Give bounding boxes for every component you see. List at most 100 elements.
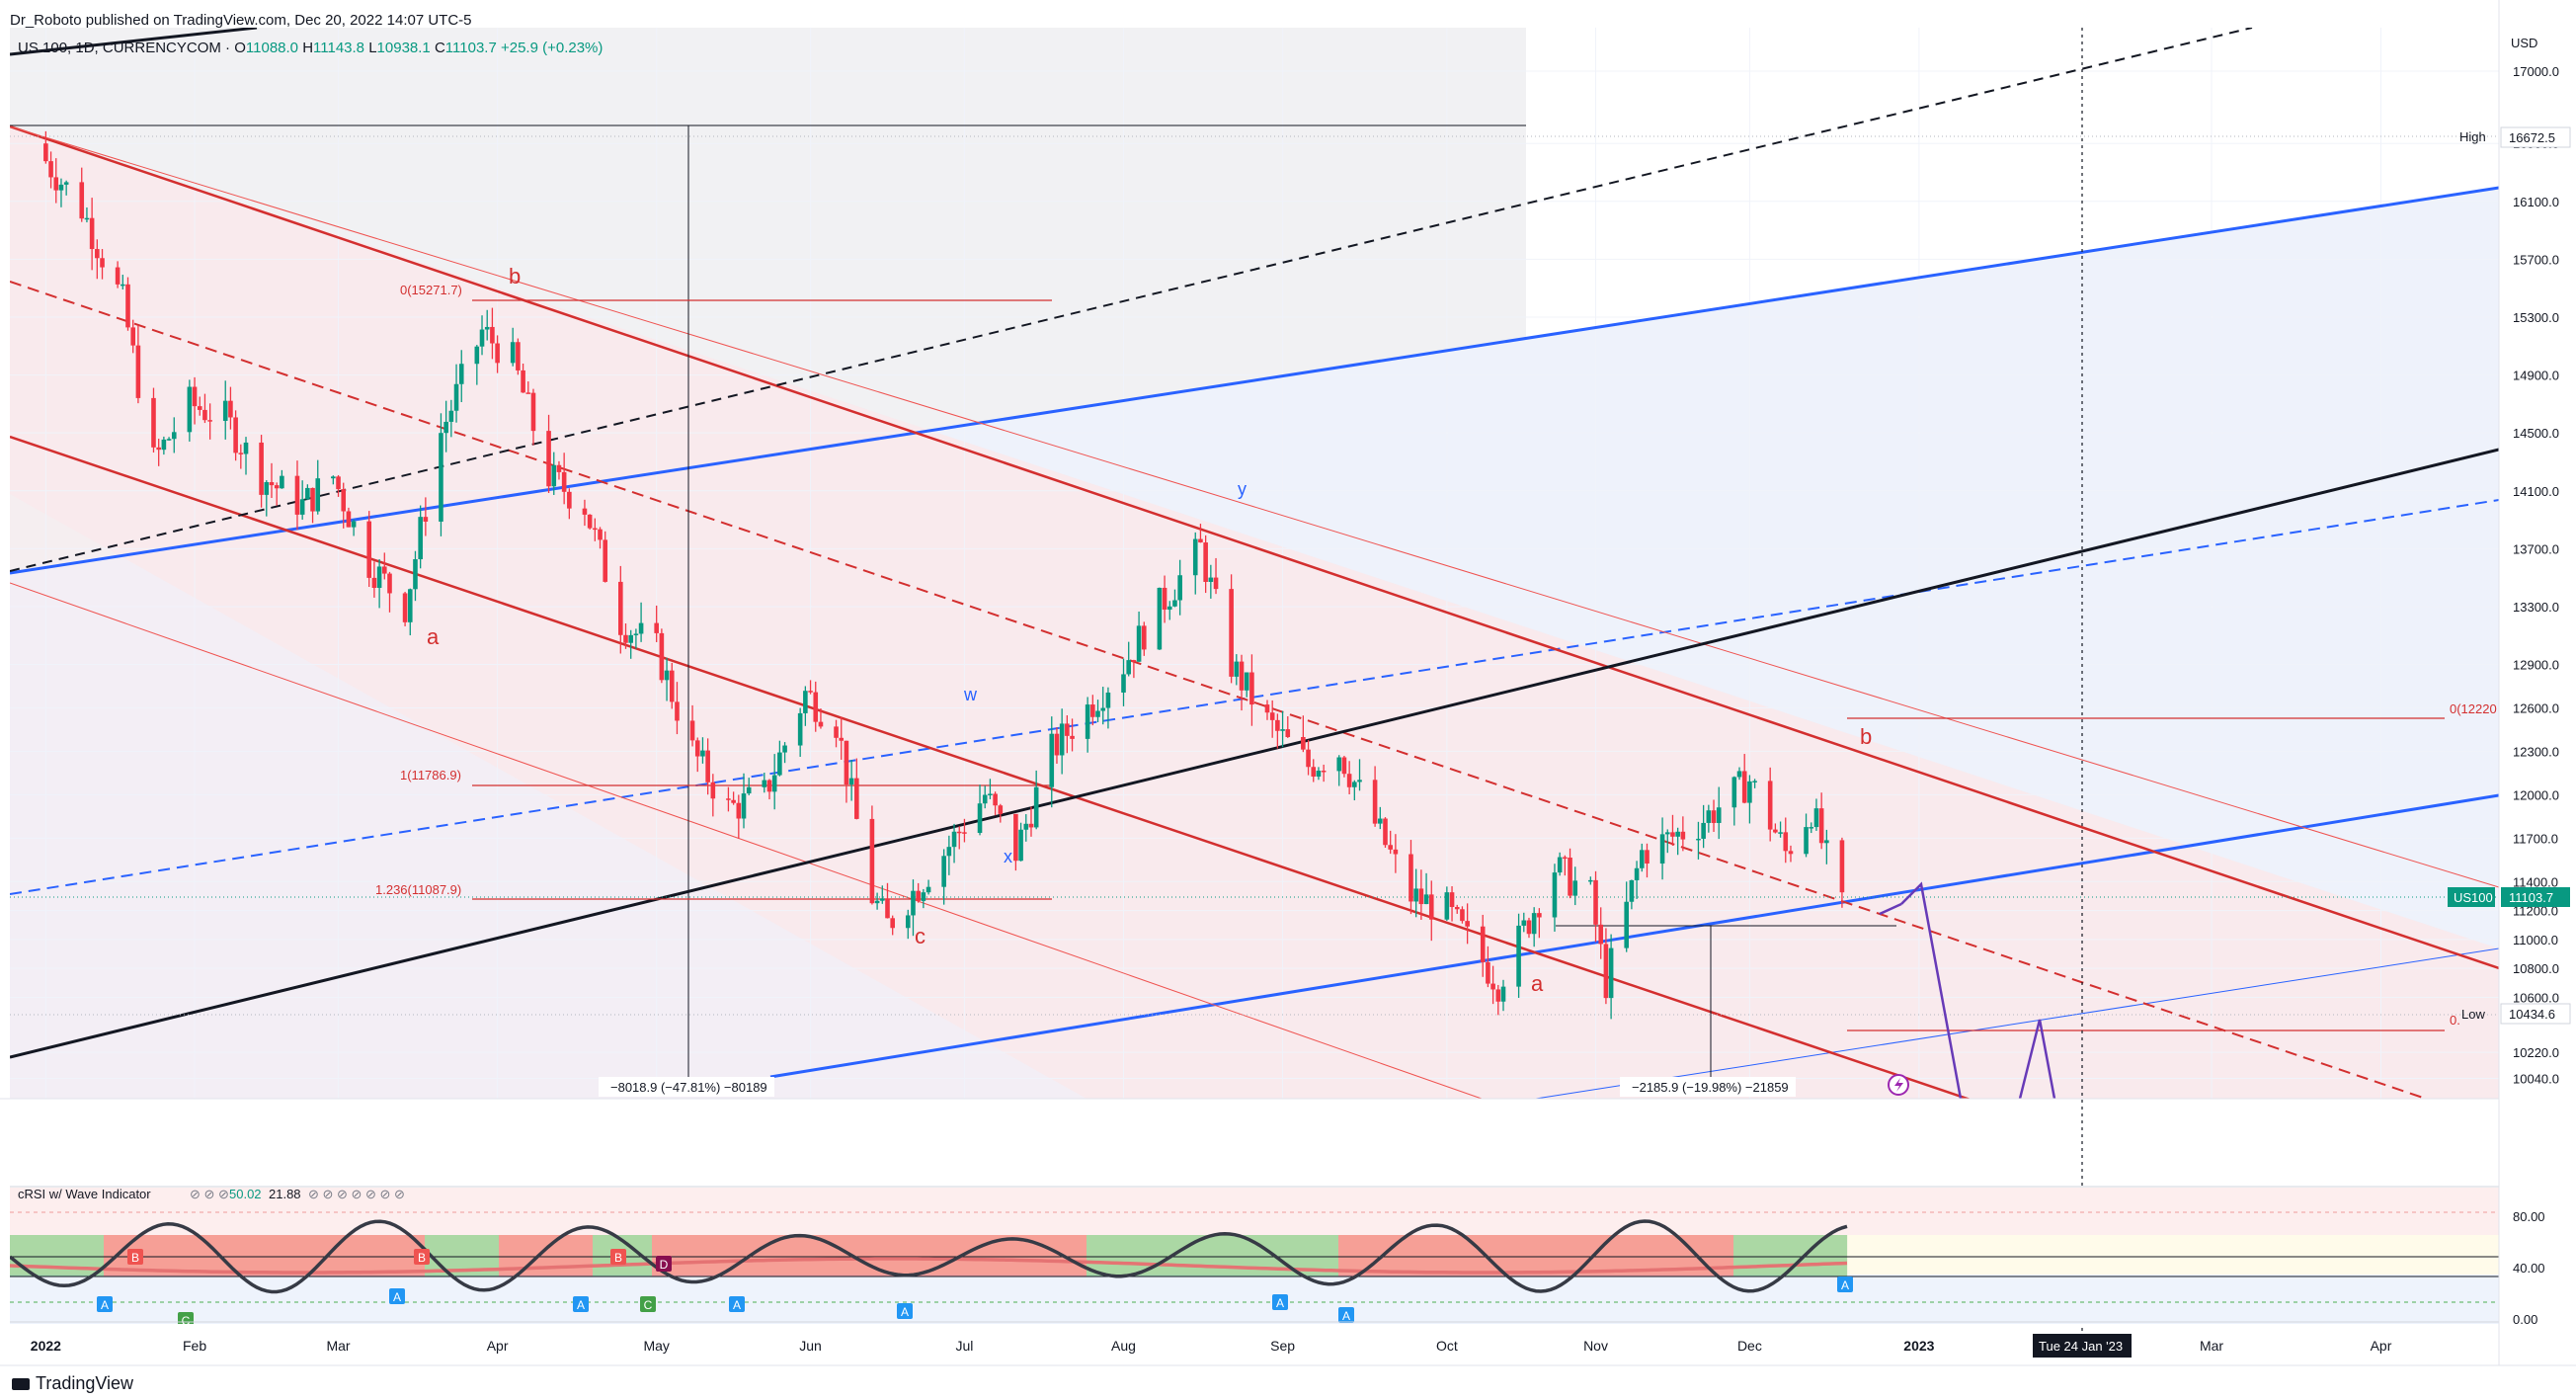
black-trendline[interactable]	[10, 448, 2499, 1059]
candle-body	[1301, 736, 1306, 750]
blue-channel-mid[interactable]	[10, 499, 2499, 895]
red-channel-lower[interactable]	[10, 435, 2499, 1278]
candle-body	[813, 692, 819, 722]
candle-body	[294, 475, 300, 515]
candle-body	[310, 487, 315, 512]
price-tick: 10220.0	[2513, 1045, 2559, 1060]
candle-body	[58, 184, 64, 191]
time-axis[interactable]: 2022 Feb Mar Apr May Jun Jul Aug Sep Oct Nov Dec 202…	[31, 1338, 2392, 1354]
signal-marker[interactable]	[97, 1296, 113, 1312]
time-tick: Oct	[1436, 1338, 1458, 1354]
signal-marker[interactable]	[1837, 1276, 1853, 1292]
signal-marker[interactable]	[897, 1303, 913, 1319]
candles[interactable]	[43, 130, 1845, 1020]
footer-brand[interactable]: TradingView	[12, 1373, 133, 1394]
signal-marker[interactable]	[573, 1296, 589, 1312]
main-pane[interactable]	[10, 28, 2499, 1278]
candle-body	[993, 793, 998, 806]
signal-marker[interactable]	[1338, 1307, 1354, 1323]
time-tick: Sep	[1270, 1338, 1295, 1354]
blue-channel-thin[interactable]	[1535, 947, 2499, 1099]
candle-body	[387, 573, 392, 594]
candle-body	[1773, 829, 1778, 833]
signal-marker[interactable]	[389, 1288, 405, 1304]
candle-body	[274, 485, 280, 489]
black-top-trendline[interactable]	[10, 28, 258, 56]
candle-body	[694, 740, 700, 757]
candle-body	[1388, 845, 1393, 850]
candle-body	[1741, 771, 1747, 803]
candle-body	[1105, 692, 1111, 708]
candle-body	[1131, 660, 1137, 662]
price-tick: 14500.0	[2513, 426, 2559, 441]
candle-body	[1572, 880, 1578, 896]
crsi-line[interactable]	[10, 1219, 1848, 1294]
symbol-name[interactable]: US 100, 1D, CURRENCYCOM	[18, 40, 221, 56]
price-tick: 10800.0	[2513, 961, 2559, 976]
wave-label-c1: c	[915, 924, 926, 948]
red-thin-upper[interactable]	[10, 125, 2499, 888]
candle-body	[222, 400, 228, 421]
candle-body	[1177, 575, 1182, 601]
candle-body	[1157, 587, 1163, 650]
candle-body	[331, 476, 336, 479]
candle-body	[1269, 712, 1275, 720]
price-tick: 10040.0	[2513, 1071, 2559, 1086]
red-channel-upper[interactable]	[10, 124, 2499, 970]
signal-marker[interactable]	[414, 1249, 430, 1265]
price-tick: 15300.0	[2513, 310, 2559, 325]
indicator-more-icons[interactable]: ⊘ ⊘ ⊘ ⊘ ⊘ ⊘ ⊘	[308, 1187, 405, 1201]
candle-body	[161, 439, 167, 451]
candle-body	[1521, 920, 1527, 926]
projection-bounce[interactable]	[2018, 1019, 2056, 1099]
indicator-value2: 21.88	[269, 1187, 301, 1201]
signal-marker[interactable]	[178, 1312, 194, 1328]
red-channel-mid[interactable]	[10, 281, 2499, 1123]
candle-body	[1716, 807, 1722, 823]
candle-body	[1701, 822, 1706, 839]
price-tick: 11700.0	[2513, 831, 2558, 846]
blue-channel-lower[interactable]	[769, 793, 2499, 1079]
red-thin-lower[interactable]	[10, 582, 1483, 1099]
candle-body	[1095, 710, 1100, 717]
candle-body	[1346, 774, 1352, 787]
blue-channel-upper[interactable]	[10, 186, 2499, 575]
signal-marker[interactable]	[1272, 1294, 1288, 1310]
projection-down[interactable]	[1900, 881, 1963, 1099]
signal-marker-label: A	[733, 1298, 741, 1312]
signal-marker[interactable]	[729, 1296, 745, 1312]
candle-body	[1444, 892, 1450, 920]
candle-body	[1598, 924, 1604, 945]
os-zone	[10, 1275, 2499, 1324]
measure-left-box	[599, 1077, 774, 1097]
candle-body	[834, 726, 839, 738]
measure-left-label: −8018.9 (−47.81%) −80189	[610, 1080, 767, 1095]
candle-body	[1306, 749, 1311, 768]
candle-body	[1054, 733, 1060, 756]
fib-1-label: 1(11786.9)	[400, 768, 461, 782]
candle-body	[1336, 757, 1342, 772]
signal-marker[interactable]	[640, 1296, 656, 1312]
candle-body	[1839, 840, 1845, 893]
indicator-settings-icons[interactable]: ⊘ ⊘ ⊘	[190, 1187, 229, 1201]
candle-body	[1311, 767, 1317, 778]
ind-scale-0: 0.00	[2513, 1312, 2537, 1327]
candle-body	[1172, 600, 1177, 607]
time-tick: Apr	[487, 1338, 509, 1354]
black-dashed-trendline[interactable]	[10, 28, 2253, 572]
price-tick: 11200.0	[2513, 904, 2558, 919]
candle-body	[474, 346, 480, 365]
candle-body	[484, 326, 490, 330]
candle-body	[1767, 781, 1773, 830]
indicator-pane[interactable]: A B C A B A B C D A A A A A cRSI w/ Wave Indicator ⊘ …	[10, 1186, 2545, 1328]
signal-marker[interactable]	[656, 1256, 672, 1272]
candle-body	[808, 691, 813, 693]
candle-body	[797, 712, 803, 746]
fib-right-low-label: 0.	[2450, 1013, 2460, 1028]
signal-marker[interactable]	[127, 1249, 143, 1265]
signal-marker[interactable]	[610, 1249, 626, 1265]
candle-body	[510, 342, 516, 364]
candle-body	[1495, 989, 1501, 1002]
candle-body	[1645, 850, 1650, 865]
